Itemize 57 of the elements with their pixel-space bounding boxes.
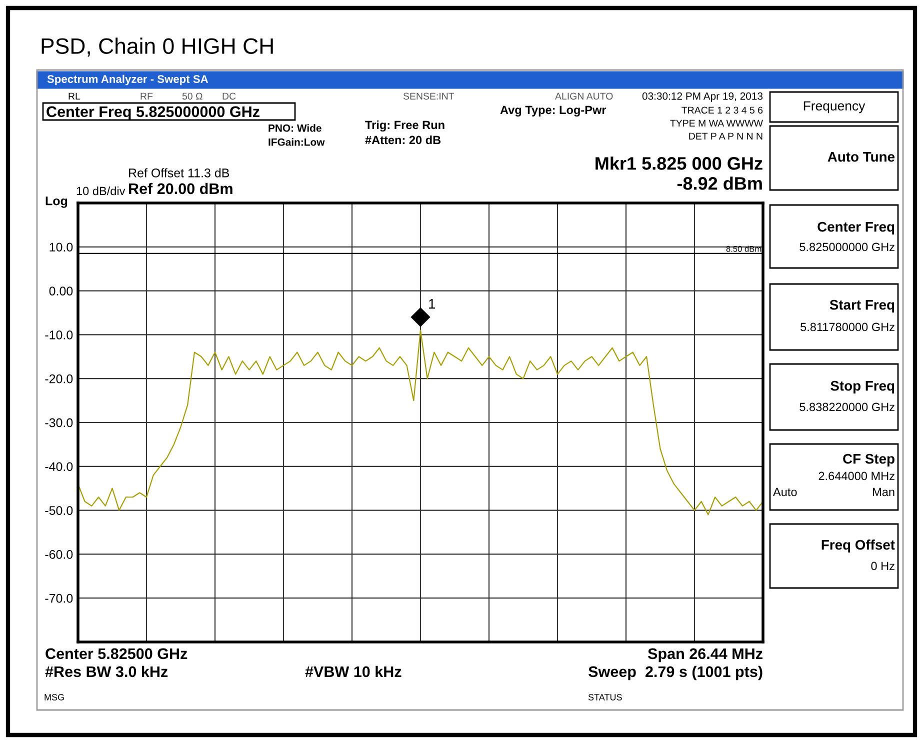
text: Man — [873, 488, 894, 496]
text: Mkr1 5.825 000 GHz — [596, 156, 762, 170]
y-tick-label: -10.0 — [45, 330, 73, 340]
text: Trig: Free Run — [365, 120, 444, 132]
text: Stop Freq — [830, 380, 894, 394]
text: MSG — [44, 694, 64, 700]
text: RF — [140, 92, 153, 100]
text: 0 Hz — [871, 562, 894, 570]
text: -8.92 dBm — [677, 176, 762, 190]
y-tick-label: -60.0 — [45, 550, 73, 559]
text: Start Freq — [830, 300, 894, 312]
ref-line-label: 8.50 dBm — [726, 246, 762, 252]
text: Auto — [773, 488, 797, 496]
text: 10 dB/div — [76, 186, 126, 196]
text: #VBW 10 kHz — [305, 666, 402, 678]
chart-title: PSD, Chain 0 HIGH CH — [42, 38, 273, 57]
text: Ref 20.00 dBm — [129, 182, 232, 194]
text: IFGain:Low — [268, 138, 325, 146]
line-series — [78, 330, 763, 516]
y-tick-label: -70.0 — [45, 594, 73, 603]
text: DC — [222, 92, 236, 100]
text: TRACE 1 2 3 4 5 6 — [682, 106, 763, 114]
text: 5.811780000 GHz — [800, 322, 894, 332]
text: PNO: Wide — [268, 124, 322, 132]
text: Log — [46, 196, 68, 208]
text: 2.644000 MHz — [818, 472, 894, 480]
text: 50 Ω — [182, 92, 202, 100]
text: STATUS — [588, 694, 622, 700]
y-tick-label: 10.0 — [50, 242, 73, 252]
text: ALIGN AUTO — [555, 92, 613, 100]
text: Center 5.82500 GHz — [46, 648, 188, 660]
text: Span 26.44 MHz — [648, 648, 762, 662]
y-tick-label: -50.0 — [45, 506, 73, 515]
text: Avg Type: Log-Pwr — [500, 106, 606, 117]
text: Center Freq 5.825000000 GHz — [46, 106, 260, 120]
text: Freq Offset — [822, 540, 895, 552]
text: TYPE M WA WWWW — [670, 120, 763, 127]
text: Frequency — [804, 101, 866, 114]
text: #Atten: 20 dB — [365, 136, 441, 144]
text: RL — [68, 92, 80, 100]
annotation: 1 — [429, 299, 436, 309]
text: 5.825000000 GHz — [800, 242, 894, 252]
y-tick-label: -40.0 — [45, 462, 73, 472]
text: DET P A P N N N — [689, 132, 762, 140]
text: Auto Tune — [828, 152, 895, 162]
text: 03:30:12 PM Apr 19, 2013 — [642, 92, 763, 102]
text: Center Freq — [818, 222, 894, 234]
text: Sweep 2.79 s (1001 pts) — [588, 666, 762, 680]
text: 5.838220000 GHz — [800, 402, 894, 412]
text: CF Step — [843, 454, 894, 466]
text: SENSE:INT — [403, 92, 454, 100]
text: #Res BW 3.0 kHz — [45, 666, 168, 678]
text: Ref Offset 11.3 dB — [129, 168, 230, 178]
text: Spectrum Analyzer - Swept SA — [47, 74, 208, 86]
y-tick-label: -30.0 — [45, 418, 73, 428]
y-tick-label: 0.00 — [49, 286, 73, 296]
y-tick-label: -20.0 — [45, 374, 73, 384]
